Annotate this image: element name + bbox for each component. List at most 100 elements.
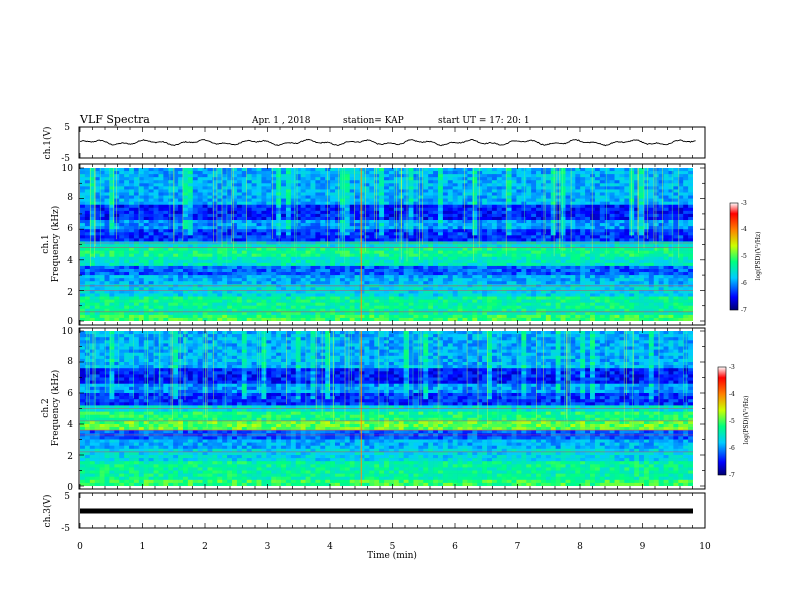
spectrogram-cell <box>516 198 522 202</box>
spectrogram-cell <box>408 314 414 319</box>
spectrogram-cell <box>168 250 174 254</box>
spectrogram-cell <box>457 278 463 282</box>
spectrogram-cell <box>305 268 311 273</box>
spectrogram-cell <box>467 171 473 175</box>
spectrogram-cell <box>94 168 100 172</box>
spectrogram-cell <box>281 290 287 294</box>
spectrogram-cell <box>330 253 336 258</box>
spectrogram-cell <box>403 259 409 264</box>
spectrogram-cell <box>531 272 537 276</box>
spectrogram-cell <box>349 226 355 230</box>
spectrogram-cell <box>384 177 390 181</box>
spectrogram-cell <box>163 311 169 316</box>
spectrogram-cell <box>197 210 203 215</box>
spectrogram-cell <box>526 174 532 178</box>
spectrogram-cell <box>256 268 262 273</box>
header-station: station= KAP <box>343 116 404 126</box>
spectrogram-cell <box>428 204 434 209</box>
spectrogram-cell <box>496 186 503 190</box>
spectrogram-cell <box>227 171 233 175</box>
spectrogram-cell <box>388 290 395 294</box>
spectrogram-cell <box>232 293 238 297</box>
spectrogram-cell <box>501 259 507 264</box>
spectrogram-cell <box>173 302 179 306</box>
spectrogram-cell <box>236 281 243 285</box>
spectrogram-cell <box>163 317 169 321</box>
spectrogram-cell <box>104 192 110 196</box>
spectrogram-cell <box>236 259 243 264</box>
spectrogram-cell <box>511 278 517 282</box>
spectrogram-cell <box>84 244 91 248</box>
spectrogram-cell <box>109 290 115 294</box>
spectrogram-cell <box>251 195 257 199</box>
spectrogram-cell <box>305 305 311 310</box>
spectrogram-cell <box>163 250 169 254</box>
spectrogram-cell <box>408 232 414 236</box>
spectrogram-cell <box>138 308 145 313</box>
spectrogram-cell <box>437 210 444 215</box>
spectrogram-cell <box>84 235 91 239</box>
spectrogram-cell <box>428 308 434 313</box>
spectrogram-cell <box>423 177 429 181</box>
spectrogram-cell <box>506 259 512 264</box>
spectrogram-cell <box>496 278 503 282</box>
spectrogram-cell <box>364 238 370 242</box>
spectrogram-cell <box>482 250 488 254</box>
spectrogram-cell <box>178 250 184 254</box>
spectrogram-cell <box>276 223 282 227</box>
spectrogram-cell <box>163 299 169 303</box>
spectrogram-cell <box>315 213 321 218</box>
spectrogram-cell <box>251 290 257 294</box>
spectrogram-cell <box>379 293 385 297</box>
spectrogram-cell <box>227 183 233 187</box>
spectrogram-cell <box>496 268 503 273</box>
spectrogram-cell <box>330 293 336 297</box>
spectrogram-cell <box>408 253 414 258</box>
spectrogram-cell <box>84 268 91 273</box>
spectrogram-cell <box>197 278 203 282</box>
spectrogram-cell <box>531 238 537 242</box>
spectrogram-cell <box>197 238 203 242</box>
spectrogram-cell <box>511 250 517 254</box>
spectrogram-cell <box>207 168 213 172</box>
spectrogram-cell <box>487 174 493 178</box>
spectrogram-cell <box>119 186 125 190</box>
spectrogram-cell <box>516 259 522 264</box>
spectrogram-cell <box>418 235 424 239</box>
spectrogram-cell <box>452 262 458 267</box>
spectrogram-cell <box>330 247 336 251</box>
spectrogram-cell <box>271 268 277 273</box>
spectrogram-cell <box>369 180 375 184</box>
spectrogram-cell <box>178 186 184 190</box>
spectrogram-cell <box>143 250 149 254</box>
spectrogram-cell <box>491 265 498 270</box>
spectrogram-cell <box>437 238 444 242</box>
spectrogram-cell <box>94 226 100 230</box>
spectrogram-cell <box>477 207 483 212</box>
spectrogram-cell <box>197 290 203 294</box>
spectrogram-cell <box>295 183 301 187</box>
spectrogram-cell <box>133 235 140 239</box>
spectrogram-cell <box>472 204 478 209</box>
spectrogram-cell <box>506 311 512 316</box>
spectrogram-cell <box>182 201 189 206</box>
spectrogram-cell <box>261 281 267 285</box>
spectrogram-cell <box>173 253 179 258</box>
spectrogram-cell <box>192 216 198 221</box>
spectrogram-cell <box>379 296 385 300</box>
spectrogram-cell <box>364 250 370 254</box>
spectrogram-cell <box>143 201 149 206</box>
spectrogram-cell <box>467 278 473 282</box>
spectrogram-cell <box>271 244 277 248</box>
spectrogram-cell <box>428 302 434 306</box>
spectrogram-cell <box>413 268 419 273</box>
spectrogram-cell <box>310 192 316 196</box>
spectrogram-cell <box>232 180 238 184</box>
spectrogram-cell <box>281 278 287 282</box>
spectrogram-cell <box>506 177 512 181</box>
spectrogram-cell <box>413 186 419 190</box>
spectrogram-cell <box>526 204 532 209</box>
spectrogram-cell <box>143 256 149 261</box>
spectrogram-cell <box>433 308 439 313</box>
spectrogram-cell <box>384 192 390 196</box>
